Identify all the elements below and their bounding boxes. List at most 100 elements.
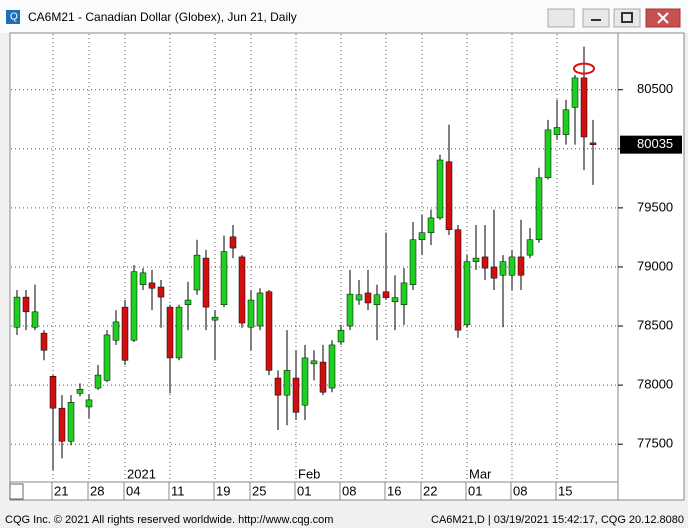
candle-body <box>283 370 291 396</box>
candle-body <box>85 399 93 408</box>
month-label: Mar <box>469 466 492 481</box>
candle-body <box>319 361 327 393</box>
candle-body <box>400 282 408 306</box>
y-tick-label: 78500 <box>637 317 673 332</box>
x-tick-label: 28 <box>90 483 104 498</box>
x-tick-label: 11 <box>171 483 185 498</box>
y-tick-label: 78000 <box>637 377 673 392</box>
app-icon-glyph: Q <box>10 12 18 23</box>
restore-button[interactable] <box>613 8 641 28</box>
candle-body <box>94 374 102 389</box>
candle-body <box>580 77 588 138</box>
candle-body <box>409 239 417 285</box>
candle-body <box>157 286 165 298</box>
scroll-box[interactable] <box>9 483 24 500</box>
candle-body <box>463 261 471 326</box>
month-label: Feb <box>298 466 320 481</box>
footer-right: CA6M21,D | 03/19/2021 15:42:17, CQG 20.1… <box>431 514 684 526</box>
x-tick-label: 01 <box>468 483 482 498</box>
candle-body <box>40 332 48 351</box>
candle-body <box>112 321 120 341</box>
candle-body <box>571 77 579 108</box>
candle-body <box>553 127 561 135</box>
month-label: 2021 <box>127 466 156 481</box>
candle-body <box>139 272 147 285</box>
candle-body <box>256 292 264 327</box>
candle-body <box>76 388 84 394</box>
candle-body <box>148 282 156 289</box>
candle-body <box>373 294 381 306</box>
app-icon <box>6 10 20 24</box>
candle-body <box>418 232 426 241</box>
candle-body <box>67 401 75 442</box>
candle-body <box>265 291 273 371</box>
candle-body <box>508 256 516 276</box>
x-tick-label: 04 <box>126 483 140 498</box>
window-title: CA6M21 - Canadian Dollar (Globex), Jun 2… <box>28 10 297 24</box>
candle-body <box>562 109 570 135</box>
candle-body <box>382 291 390 298</box>
candle-body <box>535 177 543 241</box>
x-tick-label: 25 <box>252 483 266 498</box>
candle-body <box>193 254 201 291</box>
x-tick-label: 01 <box>297 483 311 498</box>
candle-body <box>481 256 489 269</box>
candle-body <box>427 217 435 233</box>
candle-body <box>292 377 300 413</box>
last-price-label: 80035 <box>637 136 673 151</box>
restore-glyph <box>621 12 633 23</box>
y-tick-label: 80500 <box>637 81 673 96</box>
candle-body <box>472 257 480 262</box>
x-tick-label: 21 <box>54 483 68 498</box>
x-tick-label: 16 <box>387 483 401 498</box>
candle-body <box>220 251 228 306</box>
price-axis <box>617 32 685 501</box>
candle-body <box>229 236 237 249</box>
candle-body <box>58 407 66 442</box>
y-tick-label: 79000 <box>637 258 673 273</box>
candle-body <box>121 306 129 361</box>
candle-body <box>49 375 57 409</box>
candle-body <box>274 377 282 396</box>
x-tick-label: 19 <box>216 483 230 498</box>
x-tick-label: 08 <box>342 483 356 498</box>
candle-body <box>346 293 354 327</box>
candle-body <box>103 334 111 381</box>
x-tick-label: 22 <box>423 483 437 498</box>
close-glyph <box>657 12 669 24</box>
candle-body <box>454 229 462 331</box>
candle-body <box>184 299 192 306</box>
candle-body <box>445 161 453 230</box>
y-tick-label: 77500 <box>637 436 673 451</box>
footer-left: CQG Inc. © 2021 All rights reserved worl… <box>5 514 333 526</box>
last-price-box <box>620 135 682 154</box>
candle-body <box>31 311 39 328</box>
candle-body <box>166 306 174 359</box>
candle-body <box>130 271 138 341</box>
candle-body <box>211 316 219 321</box>
candle-body <box>391 297 399 303</box>
candle-body <box>337 329 345 343</box>
plot-area <box>9 32 619 483</box>
candle-body <box>202 257 210 308</box>
candle-body <box>13 296 21 328</box>
candle-body <box>238 256 246 324</box>
candle-body <box>499 261 507 276</box>
annotation-ellipse <box>573 62 595 75</box>
candle-body <box>526 239 534 256</box>
candle-body <box>247 299 255 328</box>
candle-body <box>328 344 336 389</box>
candle-body <box>355 294 363 301</box>
y-tick-label: 79500 <box>637 199 673 214</box>
candle-body <box>364 292 372 304</box>
candle-body <box>589 142 597 145</box>
candle-body <box>310 360 318 365</box>
candle-body <box>175 306 183 359</box>
candle-body <box>517 256 525 276</box>
minimize-button[interactable] <box>582 8 610 28</box>
link-button[interactable] <box>547 8 575 28</box>
candle-body <box>301 357 309 406</box>
candle-body <box>436 159 444 219</box>
